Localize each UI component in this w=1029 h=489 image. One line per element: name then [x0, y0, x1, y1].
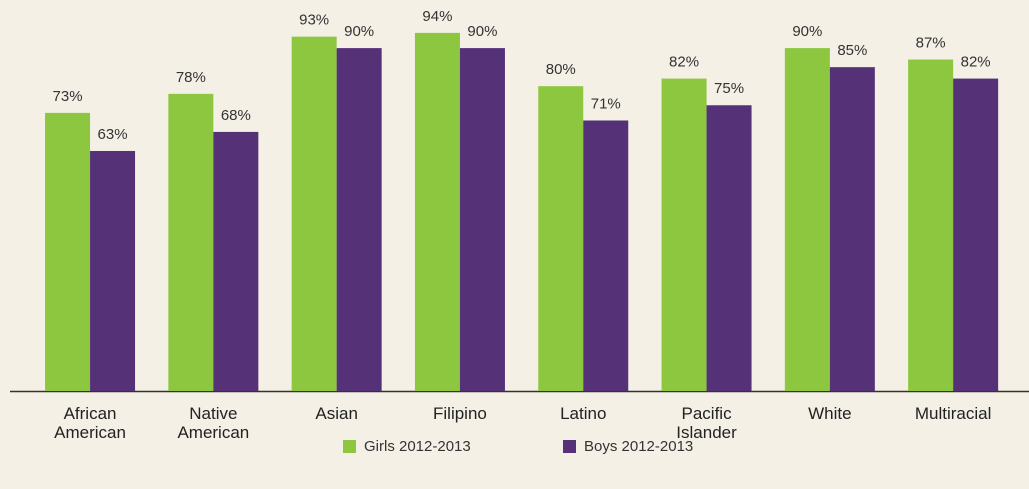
- bar: [538, 86, 584, 391]
- value-label: 82%: [669, 54, 699, 71]
- bar: [291, 36, 337, 392]
- value-label: 90%: [792, 23, 822, 40]
- x-tick-label: Multiracial: [914, 404, 992, 423]
- bar: [661, 78, 707, 391]
- value-label: 71%: [591, 95, 621, 112]
- x-tick-label: Native American: [177, 404, 250, 442]
- bar: [784, 48, 830, 391]
- x-tick-label: Asian: [315, 404, 358, 423]
- bar: [953, 78, 999, 391]
- value-label: 90%: [344, 23, 374, 40]
- value-label: 82%: [961, 54, 991, 71]
- legend-swatch: [563, 440, 576, 453]
- bar: [829, 67, 875, 392]
- bar: [90, 150, 136, 391]
- value-label: 73%: [53, 88, 83, 105]
- value-label: 94%: [422, 8, 452, 25]
- x-tick-label: White: [808, 404, 852, 423]
- x-tick-label: Pacific Islander: [676, 404, 737, 442]
- value-label: 75%: [714, 80, 744, 97]
- bar: [336, 48, 382, 391]
- value-label: 78%: [176, 69, 206, 86]
- value-label: 87%: [916, 34, 946, 51]
- value-label: 68%: [221, 107, 251, 124]
- x-tick-label: Filipino: [433, 404, 487, 423]
- bar: [459, 48, 505, 391]
- bar: [414, 32, 460, 392]
- value-label: 63%: [98, 126, 128, 143]
- value-label: 93%: [299, 12, 329, 29]
- value-label: 90%: [467, 23, 497, 40]
- legend-item: Boys 2012-2013: [563, 438, 693, 455]
- value-label: 80%: [546, 61, 576, 78]
- bar: [213, 131, 259, 392]
- bar: [45, 112, 91, 392]
- bar: [706, 105, 752, 391]
- value-label: 85%: [837, 42, 867, 59]
- bar: [908, 59, 954, 391]
- bar: [583, 120, 629, 392]
- bar: [168, 93, 214, 391]
- legend-label: Boys 2012-2013: [584, 438, 694, 455]
- legend-item: Girls 2012-2013: [343, 438, 471, 455]
- x-tick-label: African American: [54, 404, 126, 442]
- x-tick-label: Latino: [560, 404, 607, 423]
- legend-swatch: [343, 440, 356, 453]
- legend-label: Girls 2012-2013: [364, 438, 471, 455]
